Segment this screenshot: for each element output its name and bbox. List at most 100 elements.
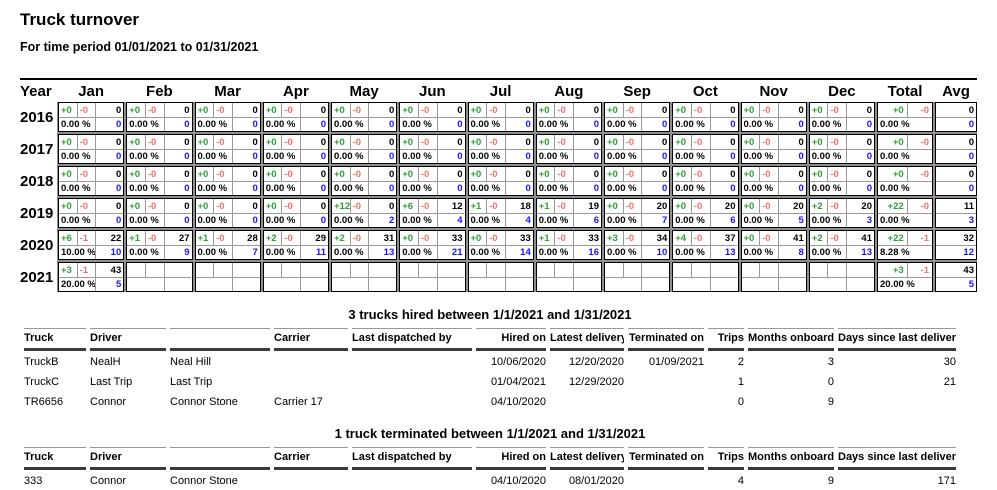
terminated-count: -0 — [146, 135, 165, 149]
month-cell: +0 -0 0 0.00 % 0 — [672, 166, 739, 196]
terminated-count: -0 — [487, 103, 506, 117]
activity-count: 4 — [505, 213, 533, 227]
column-header-last-dispatched-by: Last dispatched by — [352, 328, 472, 351]
truck-cell: TruckC — [24, 376, 60, 388]
hired-count: +6 — [59, 231, 78, 245]
avg-fleet-count: 43 — [963, 264, 974, 276]
avg-activity-count: 5 — [936, 277, 976, 291]
activity-count: 13 — [710, 245, 738, 259]
fleet-count: 29 — [315, 232, 326, 244]
hired-count: +0 — [673, 167, 692, 181]
column-header-months-onboard: Months onboard — [748, 328, 834, 351]
fleet-count: 18 — [520, 200, 531, 212]
truck-cell — [352, 351, 472, 371]
column-header-dec: Dec — [828, 83, 856, 100]
fleet-count: 37 — [724, 232, 736, 244]
month-cell: +0 -0 0 0.00 % 0 — [194, 102, 261, 132]
fleet-count: 0 — [320, 168, 326, 180]
month-cell: +12 -0 0 0.00 % 2 — [331, 198, 398, 228]
terminated-count — [282, 263, 301, 277]
turnover-percent — [400, 277, 438, 291]
activity-count: 0 — [710, 181, 738, 195]
avg-fleet-count: 32 — [963, 232, 974, 244]
month-cell: +0 -0 0 0.00 % 0 — [399, 166, 466, 196]
hired-count: +1 — [537, 199, 556, 213]
total-hired: +22 — [878, 231, 908, 245]
avg-activity-count: 0 — [936, 149, 976, 163]
hired-count: +0 — [742, 135, 761, 149]
terminated-count: -0 — [692, 231, 711, 245]
month-cell: +2 -0 20 0.00 % 3 — [808, 198, 875, 228]
fleet-count — [847, 263, 874, 277]
terminated-count: -0 — [760, 167, 779, 181]
turnover-percent: 0.00 % — [673, 117, 711, 131]
hired-count — [605, 263, 624, 277]
truck-cell: Carrier 17 — [274, 396, 323, 408]
turnover-percent: 0.00 % — [263, 149, 301, 163]
truck-cell: 04/10/2020 — [490, 396, 546, 408]
fleet-count: 0 — [661, 168, 668, 180]
avg-activity-count: 0 — [936, 117, 976, 131]
total-turnover-percent: 20.00 % — [878, 277, 932, 291]
column-header-driver-name — [170, 328, 270, 351]
year-label: 2020 — [20, 230, 56, 260]
hired-count: +0 — [127, 103, 146, 117]
turnover-percent: 0.00 % — [127, 245, 165, 259]
terminated-count: -0 — [419, 199, 438, 213]
turnover-percent — [605, 277, 643, 291]
activity-count: 0 — [96, 213, 124, 227]
terminated-section-title: 1 truck terminated between 1/1/2021 and … — [334, 426, 646, 441]
turnover-percent: 0.00 % — [127, 117, 165, 131]
hired-count: +12 — [334, 199, 351, 213]
turnover-percent: 0.00 % — [536, 117, 574, 131]
turnover-percent: 0.00 % — [127, 213, 165, 227]
terminated-count — [214, 263, 233, 277]
turnover-percent: 0.00 % — [605, 149, 643, 163]
hired-count: +0 — [469, 167, 488, 181]
year-label: 2019 — [20, 198, 56, 228]
hired-count: +0 — [264, 199, 283, 213]
avg-activity-count: 12 — [936, 245, 976, 259]
column-header-jun: Jun — [419, 83, 446, 100]
terminated-count: -0 — [214, 103, 233, 117]
fleet-count: 0 — [866, 168, 872, 180]
month-cell: +0 -0 0 0.00 % 0 — [58, 102, 125, 132]
truck-cell: 08/01/2020 — [568, 475, 624, 487]
fleet-count: 0 — [798, 104, 804, 116]
column-header-days-since-last-delivery: Days since last delivery — [838, 447, 956, 470]
hired-count: +0 — [673, 199, 692, 213]
fleet-count: 0 — [457, 104, 463, 116]
activity-count: 0 — [301, 213, 328, 227]
list-header-row: Truck Driver Carrier Last dispatched by Hire… — [24, 328, 956, 351]
activity-count: 6 — [710, 213, 738, 227]
activity-count: 6 — [574, 213, 601, 227]
turnover-percent — [536, 277, 574, 291]
month-cell: +0 -0 0 0.00 % 0 — [331, 102, 398, 132]
terminated-count: -0 — [555, 231, 574, 245]
fleet-count: 22 — [110, 232, 122, 244]
terminated-count — [351, 263, 370, 277]
month-cell — [535, 262, 602, 292]
total-hired: +0 — [878, 135, 908, 149]
total-cell: +22 -1 8.28 % — [877, 230, 933, 260]
truck-cell: 12/20/2020 — [568, 356, 624, 368]
hired-trucks-table: Truck Driver Carrier Last dispatched by Hire… — [20, 328, 960, 411]
truck-cell: 10/06/2020 — [490, 356, 546, 368]
turnover-percent: 0.00 % — [673, 245, 711, 259]
activity-count: 11 — [301, 245, 328, 259]
truck-row: TR6656 Connor Connor Stone Carrier 17 04/10/… — [24, 391, 956, 411]
terminated-count: -0 — [624, 231, 643, 245]
terminated-count: -0 — [624, 199, 643, 213]
truck-cell: TR6656 — [24, 396, 64, 408]
activity-count — [369, 277, 397, 291]
month-cell: +0 -0 0 0.00 % 0 — [262, 166, 329, 196]
fleet-count: 34 — [656, 232, 668, 244]
terminated-count: -0 — [214, 135, 233, 149]
month-cell: +0 -0 0 0.00 % 0 — [58, 198, 125, 228]
activity-count: 5 — [778, 213, 806, 227]
turnover-percent — [263, 277, 301, 291]
total-terminated: -0 — [920, 200, 929, 212]
